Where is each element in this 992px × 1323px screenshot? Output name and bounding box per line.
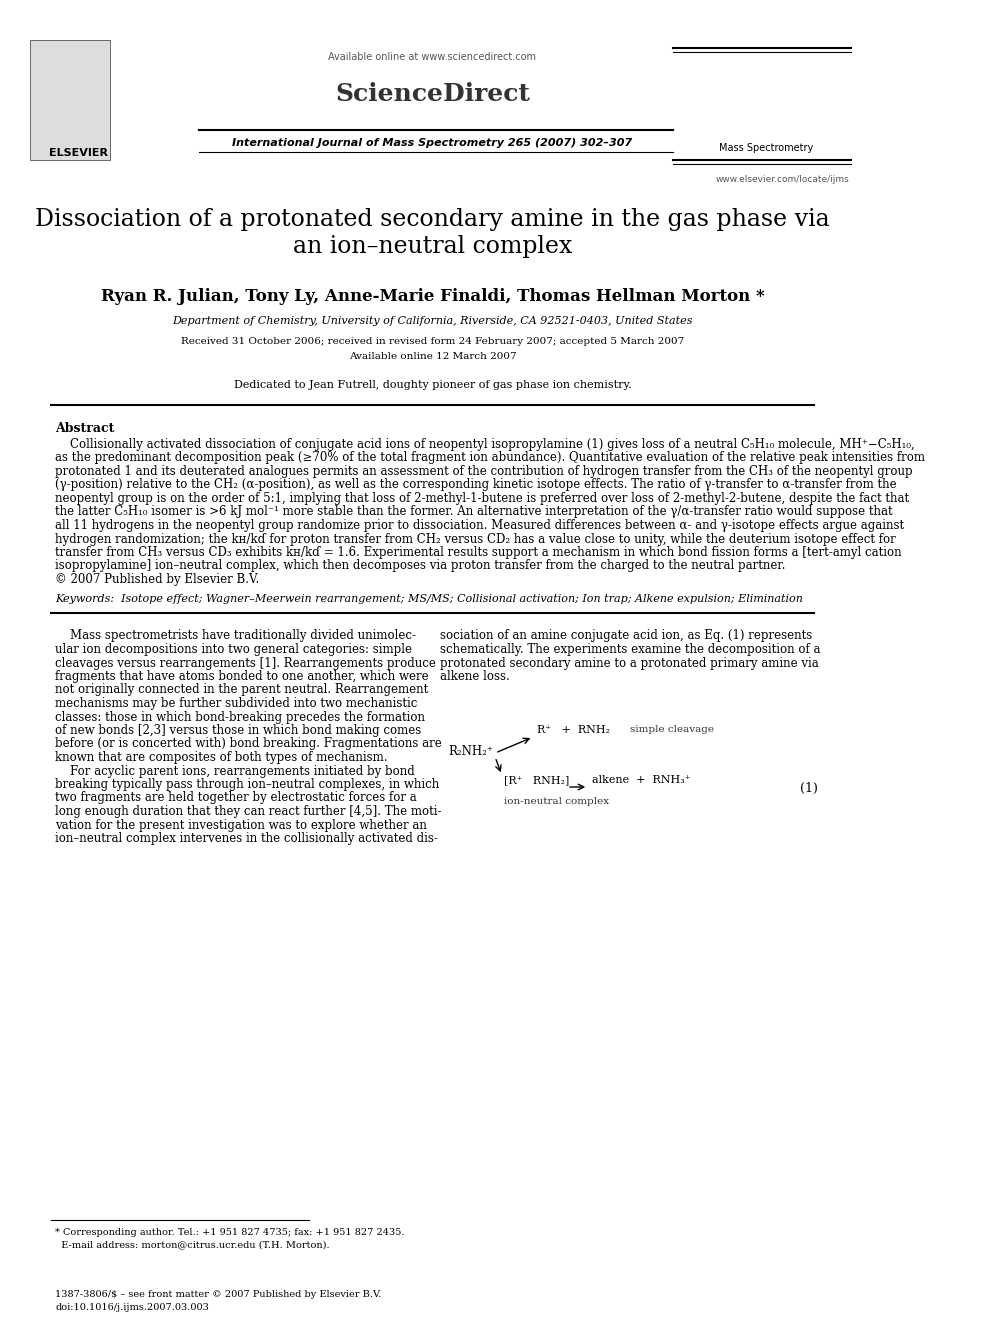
Text: the latter C₅H₁₀ isomer is >6 kJ mol⁻¹ more stable than the former. An alternati: the latter C₅H₁₀ isomer is >6 kJ mol⁻¹ m… (56, 505, 893, 519)
Text: (1): (1) (800, 782, 817, 795)
Text: ular ion decompositions into two general categories: simple: ular ion decompositions into two general… (56, 643, 413, 656)
Text: ScienceDirect: ScienceDirect (335, 82, 530, 106)
Text: not originally connected in the parent neutral. Rearrangement: not originally connected in the parent n… (56, 684, 429, 696)
Text: R⁺   +  RNH₂: R⁺ + RNH₂ (538, 725, 610, 736)
Text: Department of Chemistry, University of California, Riverside, CA 92521-0403, Uni: Department of Chemistry, University of C… (173, 316, 692, 325)
Text: transfer from CH₃ versus CD₃ exhibits kʜ/kɗ = 1.6. Experimental results support : transfer from CH₃ versus CD₃ exhibits kʜ… (56, 546, 902, 560)
Text: Collisionally activated dissociation of conjugate acid ions of neopentyl isoprop: Collisionally activated dissociation of … (56, 438, 915, 451)
Text: Available online at www.sciencedirect.com: Available online at www.sciencedirect.co… (328, 52, 537, 62)
Text: ion–neutral complex intervenes in the collisionally activated dis-: ion–neutral complex intervenes in the co… (56, 832, 438, 845)
Text: protonated secondary amine to a protonated primary amine via: protonated secondary amine to a protonat… (440, 656, 818, 669)
Text: [R⁺   RNH₂]: [R⁺ RNH₂] (504, 775, 569, 785)
Text: fragments that have atoms bonded to one another, which were: fragments that have atoms bonded to one … (56, 669, 429, 683)
Text: 1387-3806/$ – see front matter © 2007 Published by Elsevier B.V.: 1387-3806/$ – see front matter © 2007 Pu… (56, 1290, 382, 1299)
Text: of new bonds [2,3] versus those in which bond making comes: of new bonds [2,3] versus those in which… (56, 724, 422, 737)
Text: as the predominant decomposition peak (≥70% of the total fragment ion abundance): as the predominant decomposition peak (≥… (56, 451, 926, 464)
Text: Mass Spectrometry: Mass Spectrometry (718, 143, 812, 153)
Text: Dissociation of a protonated secondary amine in the gas phase via
an ion–neutral: Dissociation of a protonated secondary a… (35, 208, 829, 258)
Text: Ryan R. Julian, Tony Ly, Anne-Marie Finaldi, Thomas Hellman Morton *: Ryan R. Julian, Tony Ly, Anne-Marie Fina… (100, 288, 765, 306)
Text: schematically. The experiments examine the decomposition of a: schematically. The experiments examine t… (440, 643, 820, 656)
Text: sociation of an amine conjugate acid ion, as Eq. (1) represents: sociation of an amine conjugate acid ion… (440, 630, 812, 643)
Text: www.elsevier.com/locate/ijms: www.elsevier.com/locate/ijms (716, 175, 849, 184)
Text: before (or is concerted with) bond breaking. Fragmentations are: before (or is concerted with) bond break… (56, 737, 442, 750)
Text: For acyclic parent ions, rearrangements initiated by bond: For acyclic parent ions, rearrangements … (56, 765, 415, 778)
Text: ion-neutral complex: ion-neutral complex (504, 796, 609, 806)
Text: © 2007 Published by Elsevier B.V.: © 2007 Published by Elsevier B.V. (56, 573, 260, 586)
Text: Received 31 October 2006; received in revised form 24 February 2007; accepted 5 : Received 31 October 2006; received in re… (181, 337, 684, 347)
Text: ELSEVIER: ELSEVIER (50, 148, 108, 157)
Text: * Corresponding author. Tel.: +1 951 827 4735; fax: +1 951 827 2435.: * Corresponding author. Tel.: +1 951 827… (56, 1228, 405, 1237)
Text: two fragments are held together by electrostatic forces for a: two fragments are held together by elect… (56, 791, 417, 804)
Text: Mass spectrometrists have traditionally divided unimolec-: Mass spectrometrists have traditionally … (56, 630, 417, 643)
Text: doi:10.1016/j.ijms.2007.03.003: doi:10.1016/j.ijms.2007.03.003 (56, 1303, 209, 1312)
Text: (γ-position) relative to the CH₂ (α-position), as well as the corresponding kine: (γ-position) relative to the CH₂ (α-posi… (56, 479, 897, 492)
Text: alkene loss.: alkene loss. (440, 669, 510, 683)
Text: long enough duration that they can react further [4,5]. The moti-: long enough duration that they can react… (56, 804, 441, 818)
Text: Available online 12 March 2007: Available online 12 March 2007 (348, 352, 516, 361)
Text: mechanisms may be further subdivided into two mechanistic: mechanisms may be further subdivided int… (56, 697, 418, 710)
Text: simple cleavage: simple cleavage (631, 725, 714, 734)
Text: hydrogen randomization; the kʜ/kɗ for proton transfer from CH₂ versus CD₂ has a : hydrogen randomization; the kʜ/kɗ for pr… (56, 532, 896, 545)
Text: isopropylamine] ion–neutral complex, which then decomposes via proton transfer f: isopropylamine] ion–neutral complex, whi… (56, 560, 786, 573)
Text: E-mail address: morton@citrus.ucr.edu (T.H. Morton).: E-mail address: morton@citrus.ucr.edu (T… (56, 1240, 329, 1249)
Text: known that are composites of both types of mechanism.: known that are composites of both types … (56, 751, 388, 763)
Bar (30, 40, 110, 160)
Text: classes: those in which bond-breaking precedes the formation: classes: those in which bond-breaking pr… (56, 710, 426, 724)
Text: protonated 1 and its deuterated analogues permits an assessment of the contribut: protonated 1 and its deuterated analogue… (56, 464, 913, 478)
Text: vation for the present investigation was to explore whether an: vation for the present investigation was… (56, 819, 428, 831)
Text: neopentyl group is on the order of 5:1, implying that loss of 2-methyl-1-butene : neopentyl group is on the order of 5:1, … (56, 492, 910, 505)
Text: Dedicated to Jean Futrell, doughty pioneer of gas phase ion chemistry.: Dedicated to Jean Futrell, doughty pione… (233, 380, 631, 390)
Text: all 11 hydrogens in the neopentyl group randomize prior to dissociation. Measure: all 11 hydrogens in the neopentyl group … (56, 519, 905, 532)
Text: cleavages versus rearrangements [1]. Rearrangements produce: cleavages versus rearrangements [1]. Rea… (56, 656, 436, 669)
Text: Abstract: Abstract (56, 422, 115, 435)
Text: International Journal of Mass Spectrometry 265 (2007) 302–307: International Journal of Mass Spectromet… (232, 138, 633, 148)
Text: R₂NH₂⁺: R₂NH₂⁺ (448, 745, 494, 758)
Text: breaking typically pass through ion–neutral complexes, in which: breaking typically pass through ion–neut… (56, 778, 439, 791)
Text: Keywords:  Isotope effect; Wagner–Meerwein rearrangement; MS/MS; Collisional act: Keywords: Isotope effect; Wagner–Meerwei… (56, 594, 804, 605)
Text: alkene  +  RNH₃⁺: alkene + RNH₃⁺ (592, 775, 690, 785)
